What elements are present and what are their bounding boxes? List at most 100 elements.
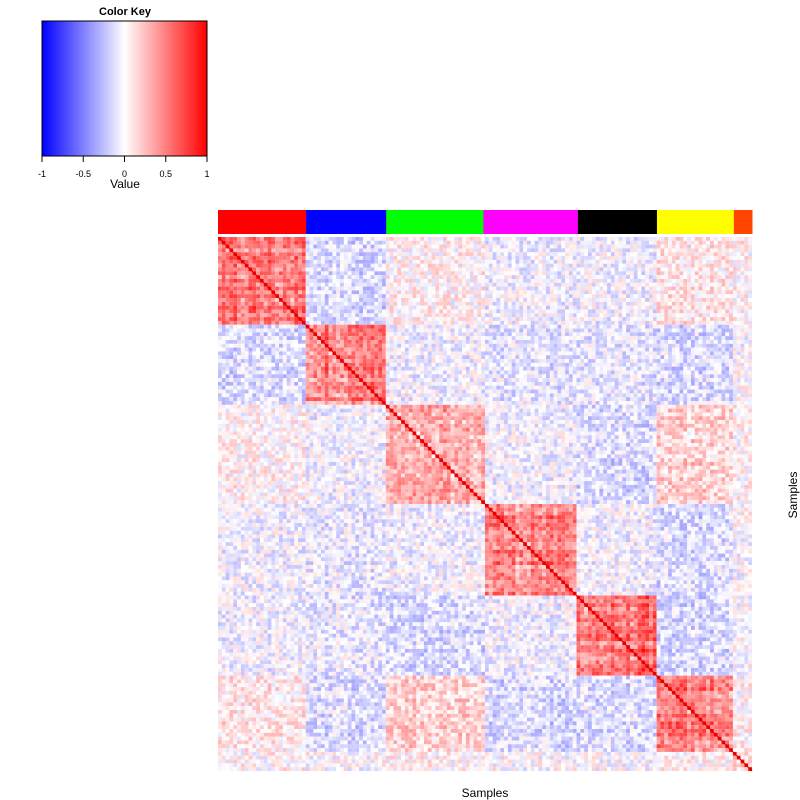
heatmap-cell: [290, 301, 295, 306]
heatmap-cell: [446, 309, 451, 314]
heatmap-cell: [572, 332, 577, 337]
heatmap-cell: [732, 324, 737, 329]
heatmap-cell: [454, 237, 459, 241]
heatmap-cell: [500, 336, 505, 341]
heatmap-cell: [591, 275, 596, 279]
heatmap-cell: [237, 362, 241, 367]
heatmap-cell: [683, 275, 688, 279]
heatmap-cell: [694, 244, 699, 249]
heatmap-cell: [462, 256, 466, 260]
heatmap-cell: [652, 237, 657, 241]
heatmap-cell: [732, 362, 737, 367]
heatmap-cell: [313, 267, 318, 272]
heatmap-cell: [366, 271, 371, 276]
heatmap-cell: [717, 294, 722, 299]
heatmap-cell: [580, 244, 585, 249]
heatmap-cell: [687, 317, 692, 321]
heatmap-cell: [679, 355, 684, 360]
heatmap-cell: [298, 305, 302, 310]
heatmap-cell: [446, 343, 451, 348]
heatmap-cell: [355, 275, 360, 279]
heatmap-cell: [374, 362, 379, 367]
heatmap-cell: [637, 336, 642, 341]
heatmap-cell: [488, 263, 493, 268]
heatmap-cell: [290, 305, 295, 310]
heatmap-cell: [366, 282, 371, 287]
heatmap-cell: [294, 282, 299, 287]
heatmap-cell: [671, 271, 676, 276]
heatmap-cell: [401, 370, 405, 375]
heatmap-cell: [561, 347, 566, 352]
heatmap-cell: [664, 320, 669, 325]
heatmap-cell: [244, 366, 249, 371]
heatmap-cell: [343, 370, 348, 375]
heatmap-cell: [336, 271, 341, 276]
heatmap-cell: [557, 320, 562, 325]
heatmap-cell: [671, 309, 676, 314]
heatmap-cell: [652, 298, 657, 302]
heatmap-cell: [702, 286, 707, 291]
heatmap-cell: [259, 290, 264, 295]
heatmap-cell: [473, 355, 478, 360]
heatmap-cell: [599, 317, 604, 321]
heatmap-cell: [225, 370, 230, 375]
heatmap-cell: [607, 294, 611, 299]
heatmap-cell: [515, 336, 520, 341]
heatmap-cell: [370, 259, 375, 264]
heatmap-cell: [332, 339, 337, 344]
heatmap-cell: [717, 355, 722, 360]
heatmap-cell: [309, 282, 314, 287]
heatmap-cell: [748, 252, 753, 257]
heatmap-cell: [607, 328, 611, 333]
heatmap-cell: [683, 359, 688, 363]
heatmap-cell: [282, 347, 287, 352]
heatmap-cell: [431, 343, 436, 348]
heatmap-cell: [286, 244, 291, 249]
heatmap-cell: [542, 278, 547, 283]
heatmap-cell: [450, 263, 455, 268]
heatmap-cell: [591, 317, 596, 321]
heatmap-cell: [416, 282, 421, 287]
heatmap-cell: [534, 282, 539, 287]
heatmap-cell: [221, 336, 226, 341]
heatmap-cell: [290, 366, 295, 371]
heatmap-cell: [443, 244, 447, 249]
heatmap-cell: [698, 282, 703, 287]
heatmap-cell: [389, 347, 394, 352]
heatmap-cell: [538, 355, 543, 360]
heatmap-cell: [675, 332, 680, 337]
heatmap-cell: [618, 317, 623, 321]
heatmap-cell: [435, 271, 440, 276]
heatmap-cell: [645, 359, 650, 363]
heatmap-cell: [362, 298, 367, 302]
heatmap-cell: [660, 256, 665, 260]
heatmap-cell: [729, 248, 733, 253]
heatmap-cell: [652, 294, 657, 299]
heatmap-cell: [221, 339, 226, 344]
heatmap-cell: [507, 252, 512, 257]
heatmap-cell: [736, 294, 741, 299]
heatmap-cell: [546, 309, 550, 314]
heatmap-cell: [511, 328, 516, 333]
heatmap-cell: [584, 290, 589, 295]
heatmap-cell: [565, 282, 569, 287]
heatmap-cell: [717, 332, 722, 337]
heatmap-cell: [324, 313, 329, 318]
heatmap-cell: [446, 301, 451, 306]
heatmap-cell: [340, 317, 344, 321]
heatmap-cell: [240, 244, 245, 249]
heatmap-cell: [427, 301, 432, 306]
heatmap-cell: [584, 263, 589, 268]
heatmap-cell: [614, 359, 619, 363]
heatmap-cell: [717, 256, 722, 260]
heatmap-cell: [237, 336, 241, 341]
heatmap-cell: [671, 286, 676, 291]
heatmap-cell: [477, 237, 482, 241]
heatmap-cell: [511, 317, 516, 321]
heatmap-cell: [660, 275, 665, 279]
heatmap-cell: [515, 305, 520, 310]
heatmap-cell: [324, 271, 329, 276]
heatmap-cell: [279, 294, 283, 299]
heatmap-cell: [687, 343, 692, 348]
heatmap-cell: [732, 259, 737, 264]
